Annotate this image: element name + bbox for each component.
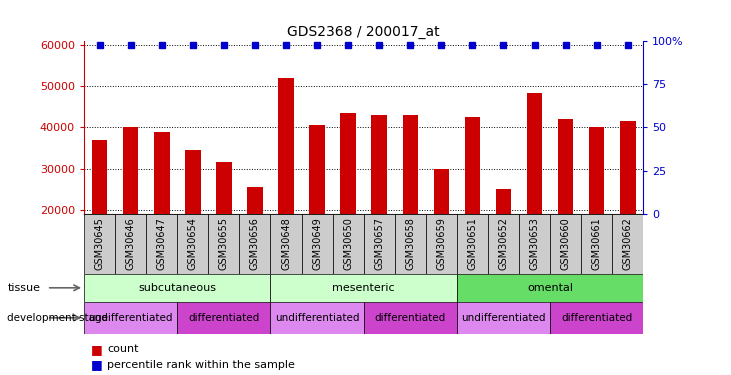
Bar [279,78,294,292]
Bar [239,214,270,274]
Text: tissue: tissue [7,283,40,293]
Bar [363,302,457,334]
Text: count: count [107,344,139,354]
Bar [123,128,138,292]
Text: ■: ■ [91,343,107,356]
Bar [612,214,643,274]
Text: GSM30659: GSM30659 [436,217,447,270]
Bar [363,214,395,274]
Text: undifferentiated: undifferentiated [88,313,173,323]
Text: GSM30647: GSM30647 [156,217,167,270]
Bar [270,274,457,302]
Text: GSM30645: GSM30645 [94,217,105,270]
Bar [371,115,387,292]
Bar [84,214,115,274]
Bar [84,302,177,334]
Text: GSM30658: GSM30658 [405,217,415,270]
Text: GSM30652: GSM30652 [499,217,509,270]
Text: differentiated: differentiated [375,313,446,323]
Text: GSM30655: GSM30655 [219,217,229,270]
Text: development stage: development stage [7,313,108,323]
Bar [301,214,333,274]
Bar [465,117,480,292]
Bar [309,126,325,292]
Bar [177,302,270,334]
Bar [216,162,232,292]
Bar [558,119,573,292]
Text: GSM30654: GSM30654 [188,217,198,270]
Bar [425,214,457,274]
Text: GSM30657: GSM30657 [374,217,385,270]
Text: percentile rank within the sample: percentile rank within the sample [107,360,295,369]
Bar [333,214,363,274]
Text: GSM30648: GSM30648 [281,217,291,270]
Text: GSM30651: GSM30651 [467,217,477,270]
Bar [92,140,107,292]
Text: mesenteric: mesenteric [333,283,395,293]
Bar [496,189,511,292]
Text: undifferentiated: undifferentiated [275,313,360,323]
Text: omental: omental [527,283,573,293]
Bar [154,132,170,292]
Text: subcutaneous: subcutaneous [138,283,216,293]
Bar [620,122,635,292]
Text: differentiated: differentiated [189,313,260,323]
Text: GSM30650: GSM30650 [343,217,353,270]
Text: undifferentiated: undifferentiated [461,313,546,323]
Bar [527,93,542,292]
Bar [247,187,262,292]
Bar [457,302,550,334]
Bar [550,302,643,334]
Text: GSM30656: GSM30656 [250,217,260,270]
Bar [457,214,488,274]
Text: differentiated: differentiated [561,313,632,323]
Bar [519,214,550,274]
Text: GSM30646: GSM30646 [126,217,136,270]
Text: GSM30661: GSM30661 [591,217,602,270]
Bar [84,274,270,302]
Bar [115,214,146,274]
Bar [341,113,356,292]
Bar [185,150,200,292]
Text: GSM30660: GSM30660 [561,217,571,270]
Bar [395,214,425,274]
Bar [550,214,581,274]
Text: GSM30653: GSM30653 [529,217,539,270]
Bar [457,274,643,302]
Text: GSM30649: GSM30649 [312,217,322,270]
Bar [270,302,363,334]
Text: GSM30662: GSM30662 [623,217,633,270]
Bar [270,214,301,274]
Bar [177,214,208,274]
Bar [589,128,605,292]
Bar [581,214,612,274]
Text: ■: ■ [91,358,107,371]
Bar [433,169,449,292]
Bar [403,115,418,292]
Title: GDS2368 / 200017_at: GDS2368 / 200017_at [287,25,440,39]
Bar [208,214,239,274]
Bar [146,214,177,274]
Bar [488,214,519,274]
